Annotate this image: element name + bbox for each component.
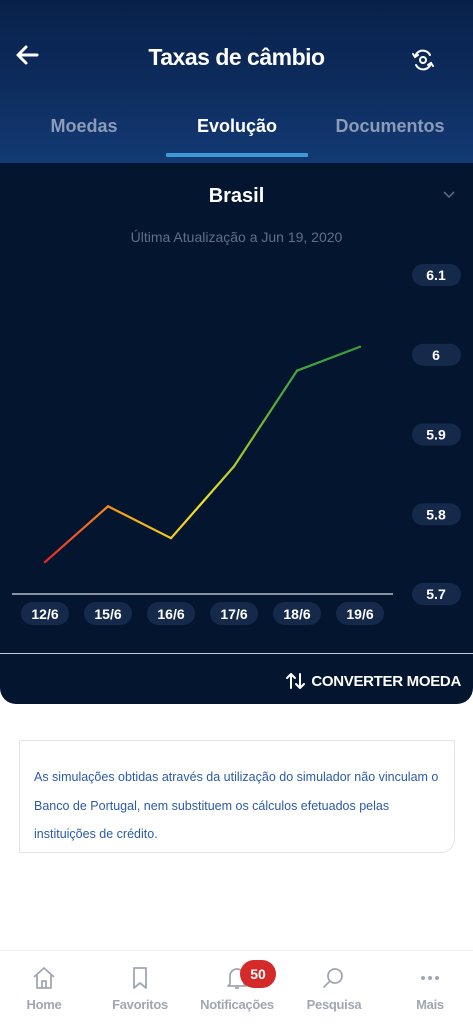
y-tick-label: 5.8 — [412, 503, 461, 526]
tab-moedas[interactable]: Moedas — [50, 116, 118, 136]
notification-badge: 50 — [240, 960, 276, 988]
swap-arrows-icon — [286, 673, 306, 689]
svg-text:6: 6 — [432, 347, 440, 363]
country-selector-label[interactable]: Brasil — [208, 185, 265, 207]
y-tick-label: 6 — [412, 343, 461, 366]
x-tick-label: 18/6 — [273, 602, 321, 625]
nav-pesquisa[interactable]: Pesquisa — [289, 963, 379, 1012]
bookmark-icon — [133, 967, 147, 989]
svg-text:15/6: 15/6 — [94, 606, 121, 622]
svg-text:17/6: 17/6 — [220, 606, 247, 622]
search-icon — [323, 968, 343, 988]
divider — [0, 653, 473, 654]
data-point-19-6 — [358, 345, 362, 348]
y-tick-label: 5.9 — [412, 423, 461, 446]
chevron-down-icon[interactable] — [443, 191, 455, 199]
convert-currency-button[interactable]: CONVERTER MOEDA — [285, 671, 461, 691]
data-point-16-6 — [169, 536, 173, 540]
nav-mais[interactable]: Mais — [385, 963, 473, 1012]
nav-pesquisa-label: Pesquisa — [306, 997, 362, 1012]
svg-text:19/6: 19/6 — [346, 606, 373, 622]
exchange-rate-chart: 12/6 15/6 16/6 17/6 18/6 19/6 6.1 6 5.9 5.8 5.7 — [12, 264, 461, 625]
more-icon — [421, 976, 439, 980]
x-tick-label: 19/6 — [336, 602, 384, 625]
back-button[interactable] — [12, 40, 42, 70]
series-line — [44, 345, 361, 563]
x-tick-label: 12/6 — [21, 602, 69, 625]
active-tab-indicator — [166, 153, 308, 157]
data-point-15-6 — [106, 505, 110, 508]
tab-documentos[interactable]: Documentos — [335, 116, 445, 136]
y-tick-label: 5.7 — [412, 583, 461, 605]
page-title: Taxas de câmbio — [148, 44, 325, 70]
header: Taxas de câmbio Moedas Evolução Document… — [0, 0, 473, 163]
tab-evolucao[interactable]: Evolução — [196, 116, 278, 136]
home-icon — [33, 967, 55, 989]
bottom-navigation: Home Favoritos 50 Notificações Pesquisa — [0, 950, 473, 1024]
nav-mais-label: Mais — [416, 997, 444, 1012]
data-point-18-6 — [295, 369, 299, 372]
refresh-button[interactable] — [409, 46, 437, 74]
nav-home[interactable]: Home — [0, 963, 89, 1012]
tab-bar: Moedas Evolução Documentos — [0, 108, 473, 158]
data-point-12-6 — [43, 560, 47, 564]
nav-favoritos-label: Favoritos — [112, 997, 168, 1012]
x-tick-label: 15/6 — [84, 602, 132, 625]
nav-notificacoes-label: Notificações — [200, 997, 274, 1012]
svg-text:12/6: 12/6 — [31, 606, 58, 622]
disclaimer-text: As simulações obtidas através da utiliza… — [34, 770, 439, 841]
svg-text:5.8: 5.8 — [426, 506, 446, 522]
refresh-icon — [412, 49, 434, 71]
x-tick-label: 17/6 — [210, 602, 258, 625]
nav-notificacoes[interactable]: 50 Notificações — [192, 960, 282, 1012]
y-tick-label: 6.1 — [412, 264, 461, 286]
data-point-17-6 — [232, 465, 236, 468]
svg-text:18/6: 18/6 — [283, 606, 310, 622]
disclaimer-box: As simulações obtidas através da utiliza… — [19, 740, 455, 853]
convert-currency-label: CONVERTER MOEDA — [311, 672, 461, 690]
arrow-left-icon — [16, 45, 39, 65]
svg-text:5.7: 5.7 — [426, 586, 446, 602]
x-tick-label: 16/6 — [147, 602, 195, 625]
last-update-text: Última Atualização a Jun 19, 2020 — [130, 229, 343, 245]
evolution-panel: Brasil Última Atualização a Jun 19, 2020… — [0, 163, 473, 704]
svg-text:16/6: 16/6 — [157, 606, 184, 622]
svg-text:5.9: 5.9 — [426, 427, 446, 443]
svg-text:6.1: 6.1 — [426, 267, 446, 283]
nav-home-label: Home — [26, 997, 62, 1012]
nav-favoritos[interactable]: Favoritos — [95, 963, 185, 1012]
